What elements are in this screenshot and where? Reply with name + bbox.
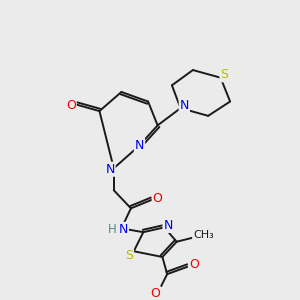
Text: S: S [125,249,133,262]
Text: N: N [180,99,189,112]
Text: O: O [189,258,199,271]
Text: S: S [220,68,228,81]
Text: O: O [150,287,160,300]
Text: N: N [164,219,173,232]
Text: H: H [107,223,116,236]
Text: N: N [135,139,144,152]
Text: N: N [105,163,115,176]
Text: O: O [153,192,163,205]
Text: N: N [118,223,128,236]
Text: CH₃: CH₃ [193,230,214,240]
Text: O: O [66,99,76,112]
